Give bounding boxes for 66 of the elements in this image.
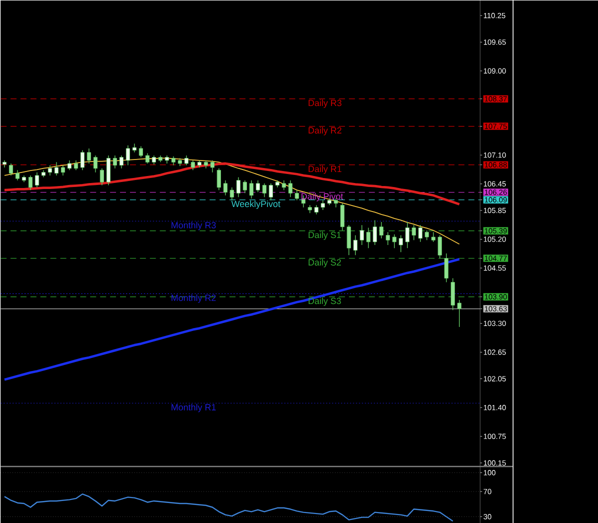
candlestick: [34, 172, 40, 188]
candlestick: [86, 148, 91, 164]
ref-line-label: Daily S3: [308, 297, 341, 306]
candlestick: [457, 299, 462, 328]
candlestick: [28, 174, 33, 190]
candlestick: [80, 150, 84, 170]
candlestick: [268, 182, 273, 200]
candlestick: [242, 180, 247, 194]
candlestick: [2, 160, 7, 168]
candlestick: [93, 154, 98, 172]
candlestick: [262, 182, 266, 198]
candlestick: [424, 230, 429, 240]
candlestick: [438, 234, 442, 258]
candlestick: [431, 232, 436, 242]
ref-line-label: Monthly R1: [172, 404, 216, 412]
candlestick: [444, 252, 448, 282]
candlestick: [256, 180, 260, 192]
candlestick: [386, 232, 390, 246]
candlestick: [184, 154, 188, 166]
candlestick: [405, 221, 410, 248]
candlestick: [236, 176, 240, 198]
ref-line-label: WeeklyPivot: [231, 200, 280, 209]
candlestick: [372, 220, 377, 246]
candlestick: [340, 202, 344, 230]
candlestick: [74, 160, 78, 170]
candlestick: [210, 160, 214, 172]
candlestick: [346, 224, 351, 256]
candlestick: [249, 180, 254, 199]
candlestick: [119, 154, 124, 168]
ref-line-label: Daily R3: [308, 99, 342, 108]
candlestick: [223, 180, 228, 196]
candlestick: [412, 224, 416, 240]
ref-line-label: Daily S2: [308, 258, 341, 268]
candlestick: [106, 154, 110, 186]
candlestick: [54, 162, 58, 176]
candlestick: [282, 180, 286, 190]
candlestick: [294, 189, 299, 200]
candlestick: [379, 221, 384, 238]
ref-line-label: Daily R2: [308, 126, 342, 136]
ref-line-label: Daily S1: [308, 231, 341, 240]
candlestick: [67, 160, 72, 170]
candlestick: [48, 164, 52, 176]
candlestick: [126, 144, 130, 166]
candlestick: [288, 180, 292, 198]
candlestick: [392, 234, 396, 248]
candlestick: [360, 224, 364, 246]
candlestick: [190, 160, 195, 170]
candlestick: [398, 234, 403, 252]
candlestick: [8, 162, 14, 176]
candlestick: [450, 278, 455, 310]
candlestick: [112, 154, 117, 168]
ref-line-label: Daily R1: [308, 165, 342, 174]
candlestick: [230, 186, 234, 200]
candlestick: [15, 170, 20, 180]
candlestick: [353, 234, 358, 256]
candlestick: [100, 168, 104, 186]
candlestick: [138, 146, 143, 158]
candlestick: [320, 200, 325, 210]
candlestick: [216, 168, 221, 190]
candlestick: [418, 224, 422, 242]
candlestick: [145, 152, 150, 164]
candlestick: [366, 227, 370, 248]
candlestick: [314, 204, 318, 215]
ref-line-label: Monthly R3: [172, 222, 216, 230]
ref-line-label: Monthly R2: [172, 294, 216, 303]
candlestick: [60, 164, 65, 176]
